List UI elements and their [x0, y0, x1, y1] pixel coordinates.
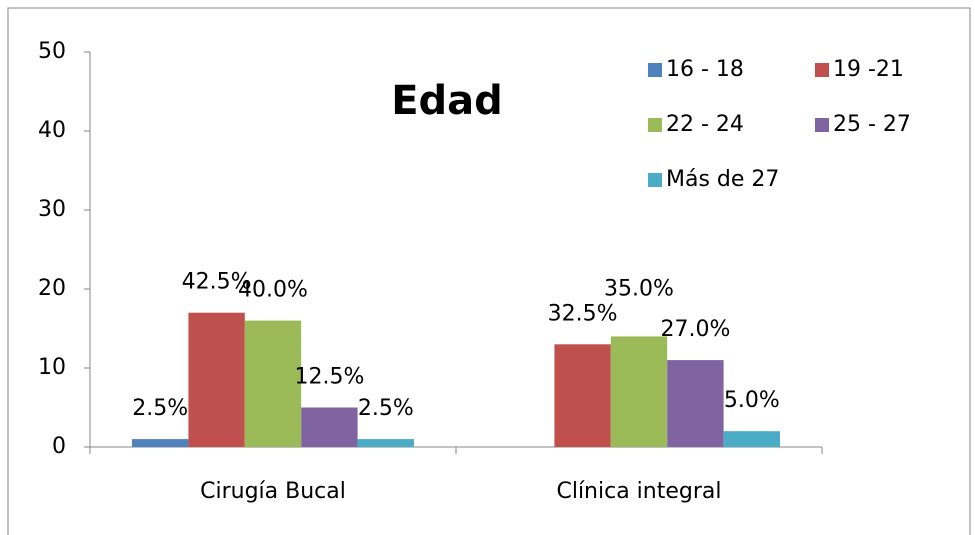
bar	[610, 336, 668, 447]
bar	[244, 320, 302, 447]
data-label: 32.5%	[548, 301, 618, 326]
legend-label: Más de 27	[666, 167, 779, 192]
data-label: 2.5%	[132, 396, 188, 421]
bar	[357, 439, 414, 447]
legend-label: 16 - 18	[666, 57, 744, 82]
y-tick-label: 40	[38, 118, 66, 143]
bar	[667, 360, 724, 447]
legend-label: 25 - 27	[833, 112, 911, 137]
bar	[132, 439, 189, 447]
y-tick-label: 0	[52, 434, 66, 459]
bar	[554, 344, 611, 447]
legend-swatch	[648, 118, 662, 132]
x-tick-label: Cirugía Bucal	[200, 479, 346, 504]
y-tick-label: 30	[38, 197, 66, 222]
legend-swatch	[815, 118, 829, 132]
data-label: 5.0%	[724, 388, 780, 413]
legend-swatch	[815, 63, 829, 77]
y-tick-label: 10	[38, 355, 66, 380]
data-label: 2.5%	[358, 396, 414, 421]
data-label: 42.5%	[182, 270, 252, 295]
data-label: 40.0%	[238, 278, 308, 303]
data-label: 12.5%	[294, 365, 364, 390]
legend-label: 22 - 24	[666, 112, 744, 137]
legend-label: 19 -21	[833, 57, 904, 82]
y-tick-label: 20	[38, 276, 66, 301]
bar	[301, 407, 358, 447]
y-tick-label: 50	[38, 39, 66, 64]
bar	[723, 431, 780, 447]
legend-swatch	[648, 173, 662, 187]
bar	[188, 312, 245, 447]
data-label: 27.0%	[660, 317, 730, 342]
legend-swatch	[648, 63, 662, 77]
chart-title: Edad	[391, 78, 503, 124]
x-tick-label: Clínica integral	[556, 479, 721, 504]
data-label: 35.0%	[604, 276, 674, 301]
